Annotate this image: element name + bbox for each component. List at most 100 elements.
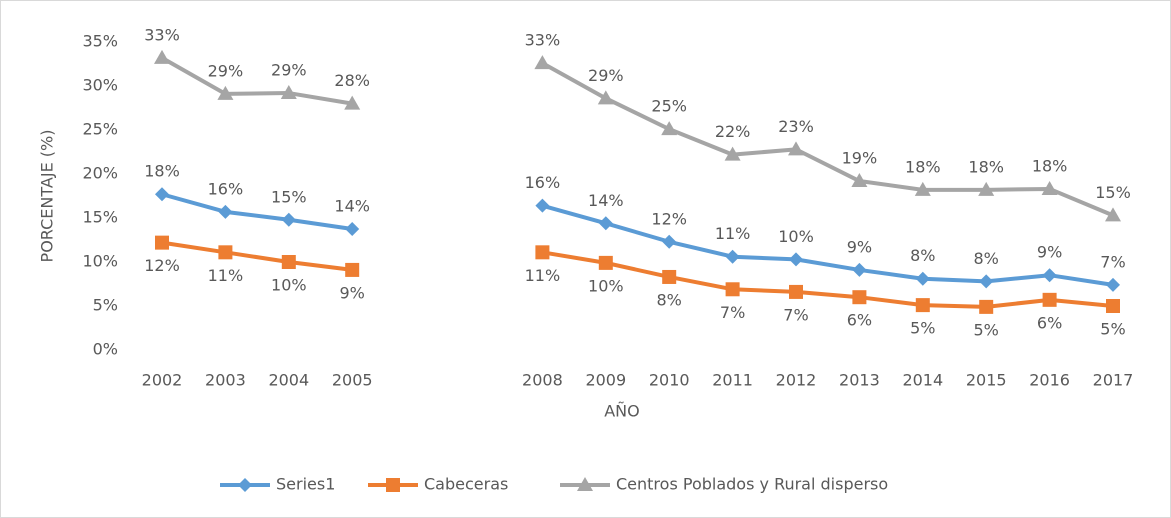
- y-tick-label: 25%: [82, 120, 118, 139]
- marker: [218, 204, 233, 219]
- marker: [914, 181, 931, 196]
- marker: [597, 90, 614, 105]
- data-label: 33%: [525, 31, 561, 50]
- data-label: 22%: [715, 122, 751, 141]
- marker: [852, 262, 867, 277]
- data-label: 7%: [1100, 252, 1125, 271]
- data-label: 29%: [271, 61, 307, 80]
- marker: [1105, 207, 1121, 222]
- data-label: 28%: [334, 71, 370, 90]
- data-label: 18%: [144, 162, 180, 181]
- y-tick-label: 30%: [82, 76, 118, 95]
- data-label: 6%: [847, 311, 872, 330]
- data-label: 10%: [778, 227, 814, 246]
- data-label: 9%: [340, 283, 365, 302]
- marker: [280, 85, 297, 100]
- y-tick-label: 0%: [93, 340, 118, 359]
- data-label: 19%: [842, 149, 878, 168]
- data-label: 15%: [271, 187, 307, 206]
- x-tick-label: 2012: [776, 371, 817, 390]
- marker: [1106, 277, 1120, 292]
- marker: [1041, 180, 1058, 195]
- legend-label: Cabeceras: [424, 475, 508, 494]
- marker: [344, 95, 361, 110]
- x-tick-label: 2005: [332, 371, 373, 390]
- marker: [534, 55, 551, 70]
- marker: [281, 212, 296, 227]
- data-label: 8%: [910, 246, 935, 265]
- marker: [154, 49, 170, 64]
- data-label: 6%: [1037, 313, 1062, 332]
- y-axis-title: PORCENTAJE (%): [38, 130, 57, 263]
- data-label: 10%: [588, 276, 624, 295]
- marker: [281, 255, 296, 269]
- marker: [535, 245, 550, 260]
- marker: [345, 262, 360, 277]
- x-tick-label: 2011: [712, 371, 753, 390]
- data-label: 9%: [1037, 243, 1062, 262]
- data-label: 29%: [588, 66, 624, 85]
- data-label: 9%: [847, 237, 872, 256]
- data-label: 18%: [1032, 156, 1068, 175]
- data-label: 11%: [208, 266, 244, 285]
- data-label: 15%: [1095, 183, 1131, 202]
- data-label: 25%: [651, 97, 687, 116]
- marker: [661, 121, 678, 136]
- x-tick-label: 2015: [966, 371, 1007, 390]
- data-label: 16%: [525, 173, 561, 192]
- marker: [979, 299, 994, 314]
- x-tick-label: 2003: [205, 371, 246, 390]
- y-tick-label: 10%: [82, 252, 118, 271]
- y-tick-label: 5%: [93, 296, 118, 315]
- data-label: 18%: [968, 157, 1004, 176]
- legend-label: Series1: [276, 475, 335, 494]
- y-tick-label: 20%: [82, 164, 118, 183]
- series-line: [161, 240, 1114, 309]
- data-label: 8%: [974, 249, 999, 268]
- x-tick-label: 2010: [649, 371, 690, 390]
- data-label: 16%: [208, 179, 244, 198]
- y-tick-label: 35%: [82, 32, 118, 51]
- data-label: 5%: [910, 319, 935, 338]
- marker: [978, 181, 995, 196]
- legend-marker: [386, 478, 400, 492]
- marker: [217, 85, 234, 100]
- marker: [725, 282, 740, 297]
- marker: [915, 271, 930, 286]
- legend-marker: [238, 478, 252, 492]
- x-tick-label: 2008: [522, 371, 563, 390]
- marker: [345, 222, 360, 236]
- data-label: 14%: [588, 191, 624, 210]
- data-label: 5%: [974, 320, 999, 339]
- data-label: 29%: [208, 61, 244, 80]
- data-label: 11%: [715, 224, 751, 243]
- x-axis-title: AÑO: [604, 402, 640, 421]
- marker: [851, 173, 868, 188]
- marker: [662, 234, 677, 249]
- marker: [915, 298, 930, 313]
- legend-marker: [577, 477, 593, 491]
- marker: [724, 146, 741, 161]
- marker: [789, 284, 803, 299]
- marker: [662, 269, 677, 284]
- x-tick-label: 2004: [268, 371, 309, 390]
- data-label: 12%: [144, 256, 180, 275]
- marker: [218, 245, 233, 260]
- marker: [789, 252, 803, 267]
- data-label: 33%: [144, 25, 180, 44]
- data-label: 10%: [271, 276, 307, 295]
- marker: [725, 249, 740, 264]
- marker: [598, 255, 613, 270]
- data-label: 23%: [778, 117, 814, 136]
- legend-label: Centros Poblados y Rural disperso: [616, 475, 888, 494]
- x-tick-label: 2002: [142, 371, 183, 390]
- marker: [535, 198, 550, 213]
- x-tick-label: 2009: [585, 371, 626, 390]
- x-tick-label: 2013: [839, 371, 880, 390]
- data-label: 14%: [334, 197, 370, 216]
- marker: [788, 141, 804, 156]
- marker: [155, 187, 169, 202]
- series-line: [161, 56, 1114, 218]
